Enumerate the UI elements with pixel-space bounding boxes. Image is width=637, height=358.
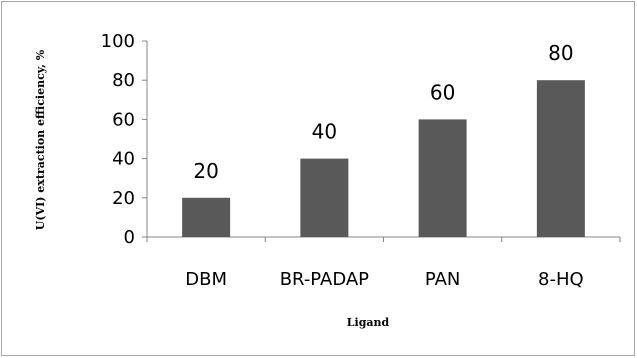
data-label: 40 xyxy=(312,120,337,144)
data-label: 60 xyxy=(430,80,455,104)
x-tick-label: DBM xyxy=(185,269,227,290)
y-tick-label: 100 xyxy=(101,31,135,52)
x-axis xyxy=(146,236,621,242)
bar-dbm xyxy=(182,197,231,237)
bar-8-hq xyxy=(536,80,585,237)
y-axis: 0 20 40 60 80 100 xyxy=(101,31,148,248)
bars-group xyxy=(182,80,585,237)
data-label: 20 xyxy=(193,159,218,183)
labels-group: 20 DBM 40 BR-PADAP 60 PAN 80 8-HQ xyxy=(185,41,583,290)
y-axis-title: U(VI) extraction efficiency, % xyxy=(34,49,47,230)
y-tick-label: 80 xyxy=(112,70,135,91)
y-tick-label: 0 xyxy=(124,227,135,248)
y-tick-label: 40 xyxy=(112,149,135,170)
x-axis-title: Ligand xyxy=(347,316,390,329)
y-tick-label: 20 xyxy=(112,188,135,209)
bar-br-padap xyxy=(300,158,349,237)
bar-pan xyxy=(418,119,467,237)
y-tick-label: 60 xyxy=(112,109,135,130)
x-tick-label: 8-HQ xyxy=(538,269,584,290)
x-tick-label: BR-PADAP xyxy=(280,269,369,290)
data-label: 80 xyxy=(548,41,573,65)
x-tick-label: PAN xyxy=(425,269,460,290)
